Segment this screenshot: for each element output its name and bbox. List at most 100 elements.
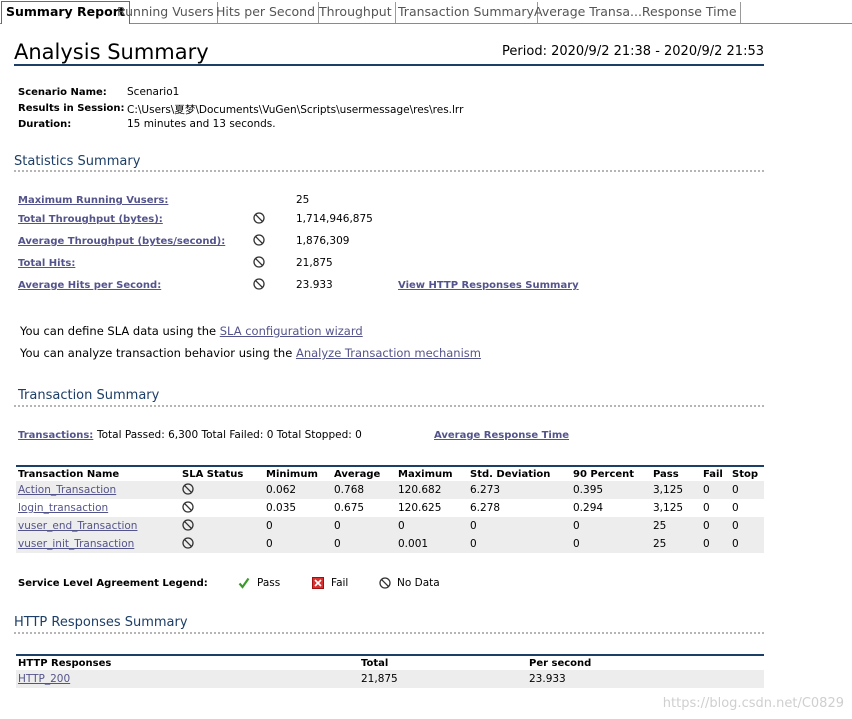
scenario-name-value: Scenario1 (127, 86, 180, 98)
average-hits-per-second-value: 23.933 (296, 279, 333, 291)
tab-transaction-summary[interactable]: Transaction Summary (395, 2, 538, 23)
cell-maximum: 120.625 (396, 499, 468, 517)
transaction-name-link[interactable]: login_transaction (18, 502, 109, 514)
sla-configuration-wizard-link[interactable]: SLA configuration wizard (219, 324, 363, 338)
cell-90-percent: 0 (571, 517, 651, 535)
cell-total: 21,875 (359, 670, 527, 688)
column-header: HTTP Responses (18, 657, 112, 669)
results-value: C:\Users\夏梦\Documents\VuGen\Scripts\user… (127, 104, 464, 116)
page-title: Analysis Summary (14, 40, 209, 64)
pass-check-icon (238, 577, 250, 589)
cell-stop: 0 (730, 481, 764, 499)
cell-stop: 0 (730, 535, 764, 553)
column-header: Std. Deviation (470, 468, 551, 480)
duration-label: Duration: (18, 119, 72, 130)
table-row: vuser_end_Transaction 0 0 0 0 0 25 0 0 (16, 517, 764, 535)
http-responses-summary-title: HTTP Responses Summary (14, 615, 188, 630)
transaction-summary-title: Transaction Summary (18, 388, 160, 403)
total-hits-value: 21,875 (296, 257, 333, 269)
results-label: Results in Session: (18, 103, 125, 114)
column-header: Minimum (266, 468, 318, 480)
cell-pass: 3,125 (651, 481, 701, 499)
tab-average-transaction-response-time[interactable]: Average Transa...Response Time (531, 2, 741, 23)
total-hits-link[interactable]: Total Hits: (18, 258, 76, 269)
tab-throughput[interactable]: Throughput (316, 2, 396, 23)
transaction-name-link[interactable]: vuser_init_Transaction (18, 538, 135, 550)
no-data-icon (253, 212, 265, 224)
cell-pass: 25 (651, 517, 701, 535)
column-header: Stop (732, 468, 759, 480)
no-data-icon (379, 577, 391, 589)
duration-value: 15 minutes and 13 seconds. (127, 118, 276, 130)
average-response-time-link[interactable]: Average Response Time (434, 430, 570, 441)
cell-stop: 0 (730, 499, 764, 517)
cell-90-percent: 0.294 (571, 499, 651, 517)
http-table-header: HTTP Responses Total Per second (16, 655, 764, 670)
column-header: Total (361, 657, 389, 669)
cell-90-percent: 0 (571, 535, 651, 553)
scenario-name-label: Scenario Name: (18, 87, 107, 98)
max-running-vusers-link[interactable]: Maximum Running Vusers: (18, 195, 169, 206)
http-response-link[interactable]: HTTP_200 (18, 673, 71, 685)
tab-running-vusers[interactable]: Running Vusers (114, 2, 218, 23)
transaction-name-link[interactable]: Action_Transaction (18, 484, 117, 496)
watermark: https://blog.csdn.net/C0829 (662, 696, 844, 711)
view-http-responses-summary-link[interactable]: View HTTP Responses Summary (398, 280, 579, 291)
legend-nodata-label: No Data (397, 577, 440, 589)
cell-minimum: 0 (264, 517, 332, 535)
cell-minimum: 0.035 (264, 499, 332, 517)
sla-legend-title: Service Level Agreement Legend: (18, 578, 208, 589)
transaction-table-header: Transaction Name SLA Status Minimum Aver… (16, 466, 764, 481)
transaction-totals: Total Passed: 6,300 Total Failed: 0 Tota… (97, 429, 362, 441)
cell-maximum: 0.001 (396, 535, 468, 553)
transactions-link[interactable]: Transactions: (18, 430, 94, 441)
column-header: Average (334, 468, 381, 480)
sla-analyze-line: You can analyze transaction behavior usi… (20, 346, 481, 360)
cell-fail: 0 (701, 517, 730, 535)
transaction-table: Transaction Name SLA Status Minimum Aver… (16, 465, 764, 553)
cell-fail: 0 (701, 499, 730, 517)
no-data-icon (253, 256, 265, 268)
sla-analyze-text: You can analyze transaction behavior usi… (20, 346, 296, 360)
column-header: Maximum (398, 468, 453, 480)
no-data-icon (253, 278, 265, 290)
max-running-vusers-value: 25 (296, 194, 310, 206)
legend-fail-label: Fail (331, 577, 349, 589)
statistics-rule (14, 170, 764, 172)
no-data-icon (182, 500, 194, 513)
tab-summary-report[interactable]: Summary Report (1, 1, 130, 24)
cell-fail: 0 (701, 481, 730, 499)
title-rule (14, 64, 764, 66)
cell-std-deviation: 6.273 (468, 481, 571, 499)
average-throughput-link[interactable]: Average Throughput (bytes/second): (18, 236, 226, 247)
transaction-name-link[interactable]: vuser_end_Transaction (18, 520, 138, 532)
no-data-icon (182, 482, 194, 495)
fail-x-icon (312, 577, 324, 589)
sla-define-line: You can define SLA data using the SLA co… (20, 324, 363, 338)
tab-bar: Summary Report Running Vusers Hits per S… (0, 0, 852, 24)
total-throughput-link[interactable]: Total Throughput (bytes): (18, 214, 163, 225)
table-row: login_transaction 0.035 0.675 120.625 6.… (16, 499, 764, 517)
total-throughput-value: 1,714,946,875 (296, 213, 373, 225)
cell-per-second: 23.933 (527, 670, 764, 688)
average-throughput-value: 1,876,309 (296, 235, 350, 247)
cell-std-deviation: 0 (468, 517, 571, 535)
cell-minimum: 0 (264, 535, 332, 553)
cell-std-deviation: 6.278 (468, 499, 571, 517)
cell-maximum: 0 (396, 517, 468, 535)
analyze-transaction-mechanism-link[interactable]: Analyze Transaction mechanism (295, 346, 481, 360)
average-hits-per-second-link[interactable]: Average Hits per Second: (18, 280, 162, 291)
statistics-summary-title: Statistics Summary (14, 154, 141, 169)
cell-average: 0 (332, 517, 396, 535)
table-row: vuser_init_Transaction 0 0 0.001 0 0 25 … (16, 535, 764, 553)
column-header: Per second (529, 657, 592, 669)
cell-stop: 0 (730, 517, 764, 535)
no-data-icon (182, 518, 194, 531)
legend-pass-label: Pass (257, 577, 281, 589)
cell-maximum: 120.682 (396, 481, 468, 499)
period-label: Period: 2020/9/2 21:38 - 2020/9/2 21:53 (502, 44, 764, 59)
http-responses-rule (14, 632, 764, 634)
column-header: Fail (703, 468, 723, 480)
cell-pass: 25 (651, 535, 701, 553)
tab-hits-per-second[interactable]: Hits per Second (213, 2, 319, 23)
